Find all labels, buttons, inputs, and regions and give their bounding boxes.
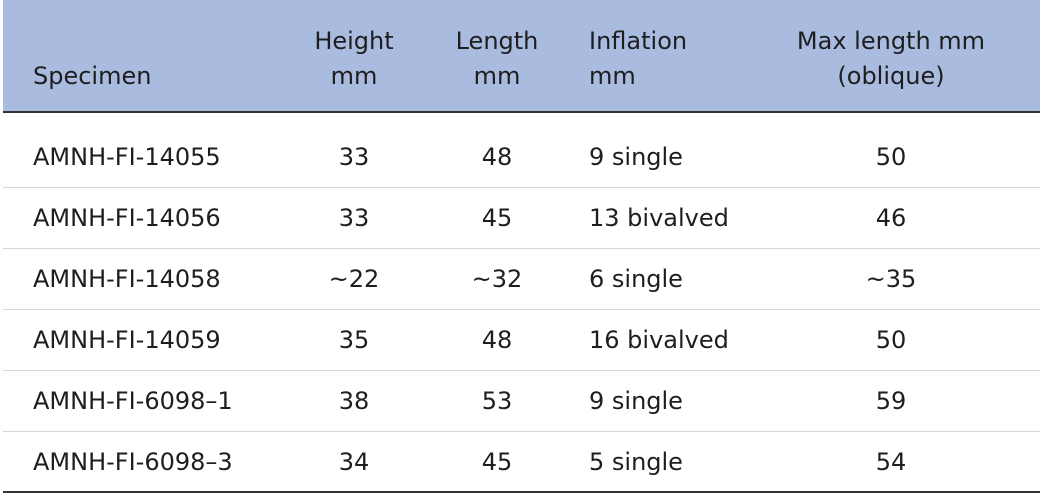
cell: 48 [481, 142, 513, 171]
cell: 5 single [589, 447, 683, 476]
row-separator [3, 370, 1040, 371]
table-bottom-rule [3, 491, 1040, 493]
cell: AMNH-FI-14056 [33, 203, 221, 232]
header-cell: (oblique) [837, 61, 945, 90]
header-cell: Inflation [589, 26, 688, 55]
row-separator [3, 248, 1040, 249]
cell: 6 single [589, 264, 683, 293]
cell: 54 [875, 447, 907, 476]
cell: 33 [338, 203, 370, 232]
cell: AMNH-FI-6098–1 [33, 386, 233, 415]
cell: ~22 [328, 264, 380, 293]
cell: 48 [481, 325, 513, 354]
row-separator [3, 431, 1040, 432]
cell: 9 single [589, 386, 683, 415]
header-band [3, 0, 1040, 113]
cell: 38 [338, 386, 370, 415]
cell: AMNH-FI-14058 [33, 264, 221, 293]
cell: 50 [875, 325, 907, 354]
header-cell: Max length mm [796, 26, 986, 55]
cell: 35 [338, 325, 370, 354]
cell: 46 [875, 203, 907, 232]
cell: 9 single [589, 142, 683, 171]
cell: 13 bivalved [589, 203, 729, 232]
cell: 50 [875, 142, 907, 171]
cell: 59 [875, 386, 907, 415]
header-cell: mm [473, 61, 521, 90]
header-cell: Height [314, 26, 394, 55]
cell: 33 [338, 142, 370, 171]
cell: 45 [481, 203, 513, 232]
row-separator [3, 187, 1040, 188]
cell: 16 bivalved [589, 325, 729, 354]
cell: ~32 [471, 264, 523, 293]
cell: 53 [481, 386, 513, 415]
header-cell: mm [330, 61, 378, 90]
cell: AMNH-FI-14059 [33, 325, 221, 354]
cell: ~35 [865, 264, 917, 293]
cell: AMNH-FI-14055 [33, 142, 221, 171]
header-cell: Length [455, 26, 539, 55]
cell: AMNH-FI-6098–3 [33, 447, 233, 476]
row-separator [3, 309, 1040, 310]
header-cell: Specimen [33, 61, 152, 90]
cell: 34 [338, 447, 370, 476]
header-cell: mm [589, 61, 636, 90]
cell: 45 [481, 447, 513, 476]
